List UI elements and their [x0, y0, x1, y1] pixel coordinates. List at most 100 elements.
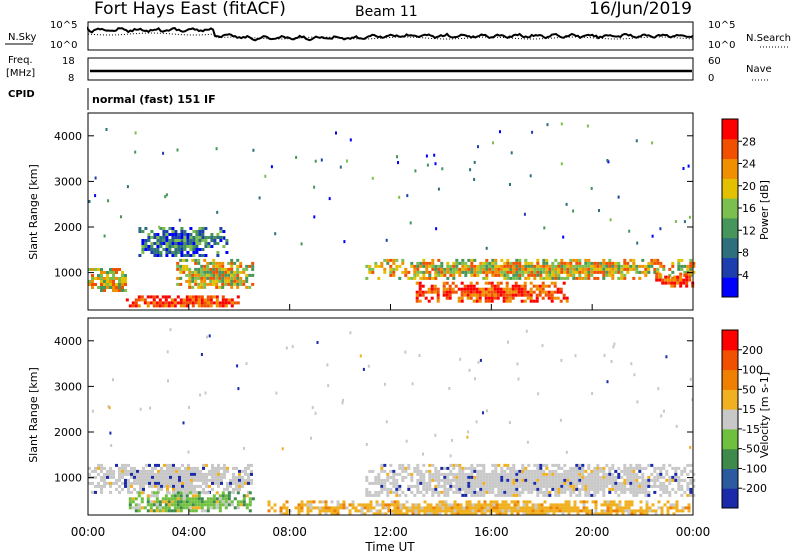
heatmap-cell: [187, 469, 190, 473]
heatmap-cell: [638, 484, 642, 488]
heatmap-cell: [152, 298, 156, 302]
colorbar-swatch: [722, 468, 738, 489]
heatmap-cell: [227, 301, 231, 305]
heatmap-cell: [644, 493, 648, 497]
heatmap-cell: [692, 270, 696, 274]
heatmap-cell: [368, 493, 372, 497]
heatmap-cell: [558, 503, 562, 507]
heatmap-cell: [620, 475, 624, 479]
heatmap-cell: [578, 258, 582, 262]
heatmap-cell: [608, 487, 612, 491]
heatmap-cell: [475, 296, 479, 300]
heatmap-cell: [554, 493, 558, 497]
heatmap-cell: [431, 264, 435, 268]
heatmap-cell: [441, 509, 445, 513]
heatmap-cell: [541, 284, 545, 288]
heatmap-cell: [550, 296, 554, 300]
heatmap-cell: [629, 472, 633, 476]
heatmap-cell: [523, 293, 527, 297]
heatmap-cell: [206, 335, 208, 339]
heatmap-cell: [109, 268, 112, 271]
heatmap-cell: [430, 284, 434, 288]
heatmap-cell: [503, 478, 507, 482]
heatmap-cell: [173, 298, 177, 302]
heatmap-cell: [155, 500, 159, 504]
heatmap-cell: [504, 500, 508, 504]
heatmap-cell: [532, 284, 536, 288]
heatmap-cell: [100, 289, 103, 292]
heatmap-cell: [383, 270, 387, 274]
heatmap-cell: [415, 281, 419, 285]
heatmap-cell: [506, 267, 510, 271]
heatmap-cell: [482, 261, 486, 265]
heatmap-cell: [503, 267, 507, 271]
heatmap-cell: [100, 277, 103, 280]
heatmap-cell: [515, 481, 519, 485]
heatmap-cell: [341, 401, 344, 405]
heatmap-cell: [502, 287, 506, 291]
y-tick-label: 3000: [54, 175, 82, 188]
heatmap-cell: [188, 270, 192, 274]
heatmap-cell: [141, 251, 145, 254]
heatmap-cell: [183, 233, 187, 236]
heatmap-cell: [197, 267, 201, 271]
heatmap-cell: [236, 503, 240, 507]
heatmap-cell: [197, 497, 201, 501]
heatmap-cell: [611, 273, 615, 277]
heatmap-cell: [154, 484, 157, 488]
heatmap-cell: [251, 273, 255, 277]
heatmap-cell: [560, 484, 564, 488]
heatmap-cell: [552, 509, 556, 513]
heatmap-cell: [458, 261, 462, 265]
heatmap-cell: [433, 153, 436, 157]
heatmap-cell: [452, 276, 456, 280]
heatmap-cell: [156, 245, 160, 248]
heatmap-cell: [360, 503, 364, 507]
heatmap-cell: [597, 512, 601, 516]
heatmap-cell: [525, 509, 529, 513]
heatmap-cell: [680, 478, 684, 482]
heatmap-cell: [536, 258, 540, 262]
heatmap-cell: [518, 267, 522, 271]
heatmap-cell: [171, 227, 175, 230]
heatmap-cell: [451, 287, 455, 291]
heatmap-cell: [178, 466, 181, 470]
heatmap-cell: [506, 273, 510, 277]
heatmap-cell: [500, 273, 504, 277]
heatmap-cell: [520, 293, 524, 297]
heatmap-cell: [506, 490, 510, 494]
heatmap-cell: [542, 267, 546, 271]
heatmap-cell: [221, 295, 225, 299]
heatmap-cell: [245, 503, 249, 507]
heatmap-cell: [250, 469, 253, 473]
heatmap-cell: [452, 273, 456, 277]
heatmap-cell: [557, 478, 561, 482]
heatmap-cell: [206, 491, 210, 495]
heatmap-cell: [521, 463, 525, 467]
heatmap-cell: [444, 509, 448, 513]
heatmap-cell: [206, 298, 210, 302]
heatmap-cell: [564, 509, 568, 513]
heatmap-cell: [437, 273, 441, 277]
heatmap-cell: [339, 503, 343, 507]
heatmap-cell: [650, 258, 654, 262]
heatmap-cell: [270, 165, 273, 169]
heatmap-cell: [605, 481, 609, 485]
heatmap-cell: [473, 264, 477, 268]
heatmap-cell: [608, 264, 612, 268]
heatmap-cell: [522, 503, 526, 507]
heatmap-cell: [551, 472, 555, 476]
heatmap-cell: [677, 487, 681, 491]
heatmap-cell: [578, 472, 582, 476]
heatmap-cell: [515, 478, 519, 482]
heatmap-cell: [602, 258, 606, 262]
heatmap-cell: [205, 475, 208, 479]
heatmap-cell: [689, 267, 693, 271]
heatmap-cell: [166, 463, 169, 467]
heatmap-cell: [629, 484, 633, 488]
heatmap-cell: [522, 509, 526, 513]
heatmap-cell: [458, 475, 462, 479]
heatmap-cell: [285, 509, 289, 513]
heatmap-cell: [493, 287, 497, 291]
